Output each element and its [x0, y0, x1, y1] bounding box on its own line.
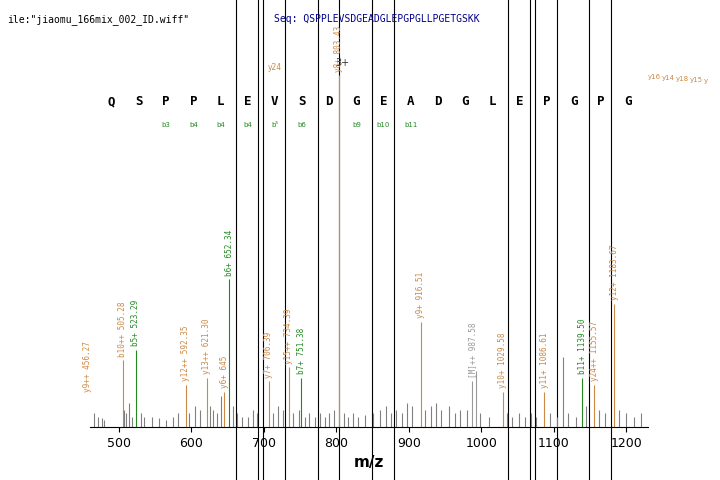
- Text: b⁵: b⁵: [271, 122, 279, 128]
- Text: y9++ 456.27: y9++ 456.27: [83, 341, 91, 392]
- Text: P: P: [189, 96, 197, 108]
- Text: 3+: 3+: [336, 58, 349, 68]
- Text: b11: b11: [404, 122, 418, 128]
- Text: y16: y16: [648, 74, 661, 80]
- Text: G: G: [353, 96, 360, 108]
- Text: S: S: [298, 96, 306, 108]
- Text: E: E: [244, 96, 251, 108]
- Text: Seq: QSPPLEVSDGEADGLEPGPGLLPGETGSKK: Seq: QSPPLEVSDGEADGLEPGPGLLPGETGSKK: [274, 14, 480, 24]
- Text: A: A: [407, 96, 415, 108]
- Text: V: V: [271, 96, 279, 108]
- Text: y9+ 916.51: y9+ 916.51: [416, 272, 426, 318]
- Text: y12+ 1183.67: y12+ 1183.67: [610, 245, 619, 300]
- Text: y11+ 1086.61: y11+ 1086.61: [539, 333, 549, 388]
- Text: b9: b9: [352, 122, 361, 128]
- Text: y10+ 1029.58: y10+ 1029.58: [498, 333, 508, 388]
- Text: b5+ 523.29: b5+ 523.29: [131, 300, 140, 346]
- Text: b3: b3: [162, 122, 171, 128]
- Text: b6+ 652.34: b6+ 652.34: [225, 229, 234, 276]
- Text: y24: y24: [268, 63, 282, 72]
- Text: G: G: [462, 96, 469, 108]
- Text: P: P: [597, 96, 605, 108]
- Text: b10++ 505.28: b10++ 505.28: [118, 301, 127, 357]
- Text: b4: b4: [189, 122, 198, 128]
- Text: ile:"jiaomu_166mix_002_ID.wiff": ile:"jiaomu_166mix_002_ID.wiff": [7, 14, 189, 25]
- Text: b4: b4: [216, 122, 225, 128]
- Text: b11+ 1139.50: b11+ 1139.50: [578, 319, 587, 374]
- Text: b7+ 751.38: b7+ 751.38: [297, 328, 306, 374]
- Text: P: P: [162, 96, 170, 108]
- Text: y7+ 706.39: y7+ 706.39: [264, 332, 273, 378]
- Text: G: G: [624, 96, 632, 108]
- Text: y6+ 645: y6+ 645: [220, 356, 228, 388]
- Text: y15++ 734.39: y15++ 734.39: [284, 308, 293, 364]
- Text: D: D: [434, 96, 441, 108]
- Text: b4: b4: [243, 122, 252, 128]
- Text: y15: y15: [690, 77, 703, 83]
- Text: y: y: [704, 78, 708, 84]
- Text: y14: y14: [662, 75, 675, 81]
- Text: D: D: [325, 96, 333, 108]
- Text: E: E: [379, 96, 387, 108]
- Text: y24++ 1155.57: y24++ 1155.57: [590, 321, 598, 382]
- Text: S: S: [135, 96, 143, 108]
- Text: Q: Q: [108, 96, 115, 108]
- Text: y13++ 621.30: y13++ 621.30: [202, 319, 212, 374]
- Text: y18: y18: [676, 76, 689, 82]
- Text: G: G: [570, 96, 577, 108]
- Text: b10: b10: [377, 122, 390, 128]
- Text: E: E: [516, 96, 523, 108]
- X-axis label: m/z: m/z: [354, 456, 384, 470]
- Text: L: L: [488, 96, 496, 108]
- Text: y12++ 592.35: y12++ 592.35: [181, 326, 190, 382]
- Text: y8+ 803.43: y8+ 803.43: [334, 25, 343, 72]
- Text: b6: b6: [297, 122, 307, 128]
- Text: L: L: [217, 96, 224, 108]
- Text: P: P: [543, 96, 550, 108]
- Text: [M]++ 987.58: [M]++ 987.58: [468, 323, 477, 378]
